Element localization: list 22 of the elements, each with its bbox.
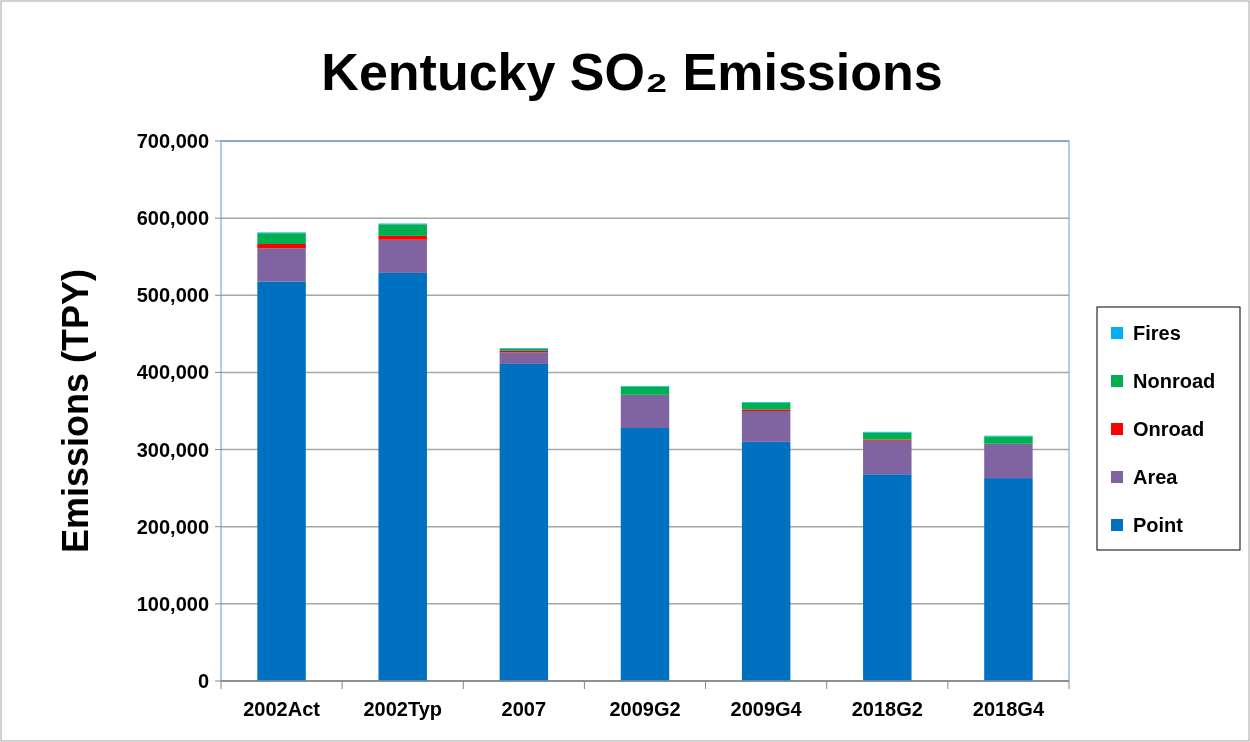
legend-label: Area [1133, 466, 1179, 488]
x-tick-label: 2007 [501, 698, 547, 720]
x-tick-label: 2009G2 [609, 698, 681, 720]
legend-label: Point [1133, 514, 1184, 536]
y-tick-label: 100,000 [136, 592, 209, 615]
legend-label: Fires [1133, 322, 1181, 344]
y-tick-label: 200,000 [136, 515, 209, 538]
x-tick-label: 2002Typ [363, 698, 442, 720]
x-tick-label: 2018G2 [851, 698, 923, 720]
y-tick-label: 0 [197, 670, 209, 692]
y-tick-label: 500,000 [136, 284, 209, 307]
legend-label: Nonroad [1133, 370, 1216, 392]
y-tick-label: 300,000 [136, 438, 209, 461]
x-tick-label: 2018G4 [972, 698, 1045, 720]
x-tick-label: 2009G4 [730, 698, 803, 720]
y-tick-label: 400,000 [136, 361, 209, 384]
y-axis-title: Emissions (TPY) [55, 268, 96, 554]
y-tick-label: 700,000 [136, 130, 209, 152]
y-tick-label: 600,000 [136, 207, 209, 230]
chart-title: Kentucky SO₂ Emissions [321, 43, 943, 101]
legend-label: Onroad [1133, 418, 1205, 440]
x-tick-label: 2002Act [243, 698, 321, 720]
